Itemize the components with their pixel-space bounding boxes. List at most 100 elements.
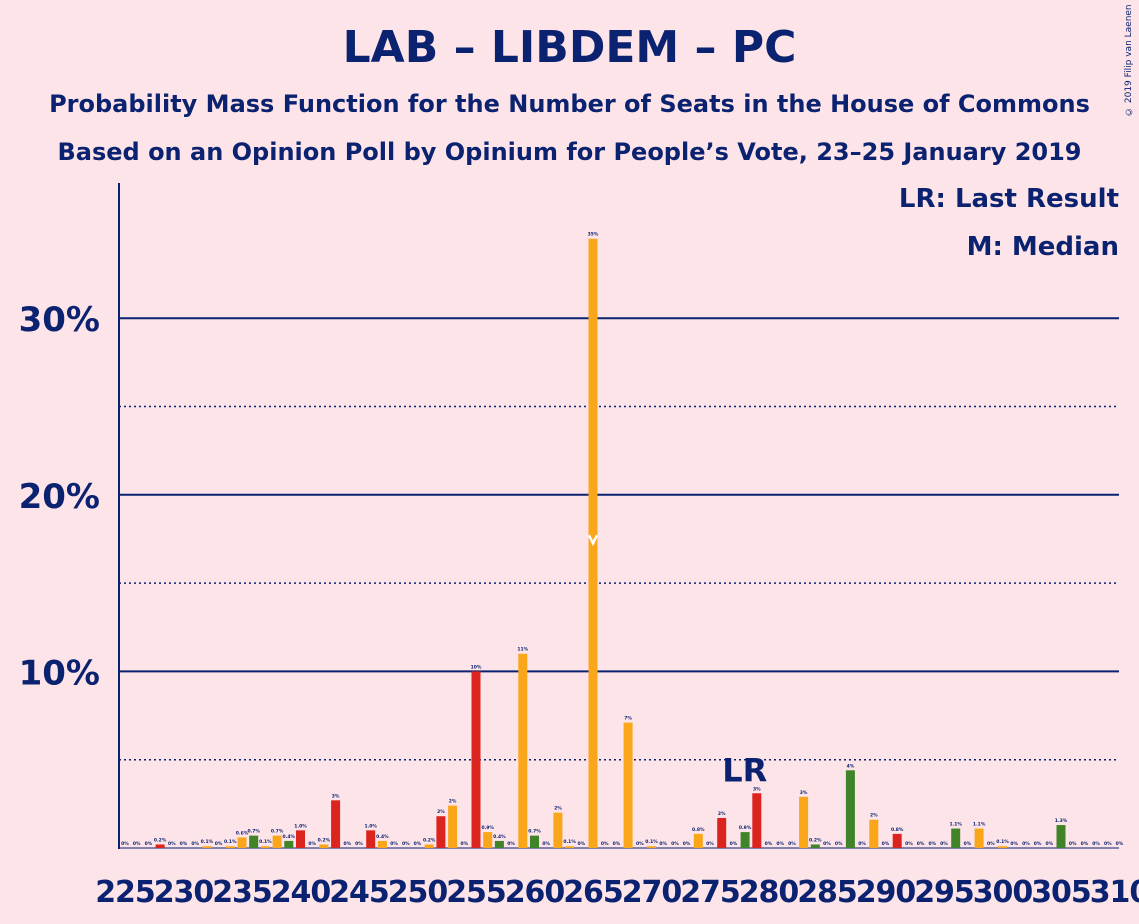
x-tick-label: 260	[505, 875, 565, 910]
bar-value-label: 0%	[390, 841, 398, 847]
bar-value-label: 0.4%	[493, 834, 506, 840]
x-tick-label: 295	[914, 875, 974, 910]
bar-value-label: 11%	[517, 647, 528, 653]
bar-value-label: 0.7%	[271, 829, 284, 835]
bar-value-label: 0%	[1104, 841, 1112, 847]
median-marker	[587, 534, 599, 547]
bar-seat-283	[799, 796, 809, 848]
bar-seat-276	[717, 817, 727, 848]
bar-seat-252	[436, 816, 446, 848]
bar-seat-251	[424, 844, 434, 848]
bar-value-label: 0%	[671, 841, 679, 847]
bar-value-label: 0%	[1034, 841, 1042, 847]
bar-value-label: 0.1%	[996, 839, 1009, 845]
bar-seat-274	[693, 833, 703, 848]
bar-value-label: 0.7%	[247, 829, 260, 835]
chart-subtitle: Probability Mass Function for the Number…	[49, 90, 1090, 118]
bar-seat-253	[448, 805, 458, 848]
bar-value-label: 0.9%	[739, 825, 752, 831]
legend-last-result: LR: Last Result	[898, 184, 1119, 214]
bar-seat-246	[366, 830, 376, 848]
bar-value-label: 2%	[718, 811, 726, 817]
bar-seat-262	[553, 812, 563, 848]
bar-value-label: 0%	[683, 841, 691, 847]
bar-seat-236	[249, 835, 259, 848]
bar-seat-234	[225, 846, 235, 848]
bar-value-label: 0.7%	[528, 829, 541, 835]
x-tick-label: 225	[95, 875, 155, 910]
bar-value-label: 3%	[753, 786, 761, 792]
bar-seat-296	[951, 828, 961, 848]
bar-seat-298	[974, 828, 984, 848]
bar-value-label: 0%	[343, 841, 351, 847]
bar-seat-287	[845, 770, 855, 848]
bar-value-label: 0%	[191, 841, 199, 847]
bar-value-label: 0%	[905, 841, 913, 847]
bar-value-label: 0%	[133, 841, 141, 847]
x-tick-label: 255	[446, 875, 506, 910]
bar-seat-243	[331, 800, 341, 848]
y-tick-label: 10%	[19, 653, 100, 693]
bar-value-label: 0%	[1116, 841, 1124, 847]
bar-seat-291	[892, 833, 902, 848]
last-result-marker: LR	[722, 751, 767, 789]
bar-value-label: 3%	[800, 790, 808, 796]
bar-value-label: 0%	[1081, 841, 1089, 847]
bar-value-label: 1.3%	[1055, 818, 1068, 824]
bar-seat-300	[998, 846, 1007, 848]
bar-value-label: 0%	[542, 841, 550, 847]
bar-seat-278	[740, 832, 750, 848]
y-tick-label: 20%	[19, 477, 100, 517]
bar-seat-305	[1056, 825, 1066, 848]
bar-value-label: 0%	[788, 841, 796, 847]
bar-seat-228	[155, 844, 165, 848]
bar-seat-260	[530, 835, 539, 848]
x-tick-label: 300	[973, 875, 1033, 910]
bar-value-label: 2%	[437, 809, 445, 815]
bar-value-label: 0%	[659, 841, 667, 847]
x-tick-label: 265	[563, 875, 623, 910]
x-tick-label: 305	[1031, 875, 1091, 910]
bar-value-label: 0.1%	[645, 839, 658, 845]
bar-value-label: 0%	[577, 841, 585, 847]
bar-value-label: 0%	[835, 841, 843, 847]
legend-median: M: Median	[966, 232, 1119, 262]
bar-value-label: 0.4%	[283, 834, 296, 840]
bar-value-label: 0%	[776, 841, 784, 847]
bar-value-label: 4%	[847, 763, 855, 769]
bar-value-label: 0.8%	[692, 827, 705, 833]
chart-title: LAB – LIBDEM – PC	[342, 22, 797, 73]
bar-value-label: 0.2%	[809, 837, 822, 843]
bar-seat-238	[272, 835, 282, 848]
bar-value-label: 0.1%	[563, 839, 576, 845]
bar-value-label: 2%	[554, 806, 562, 812]
x-tick-label: 235	[212, 875, 272, 910]
x-tick-label: 285	[797, 875, 857, 910]
bar-value-label: 0%	[964, 841, 972, 847]
bar-value-label: 0%	[917, 841, 925, 847]
bar-seat-257	[494, 840, 504, 848]
bar-seat-240	[296, 830, 305, 848]
bar-seat-268	[623, 722, 633, 848]
x-tick-label: 230	[154, 875, 214, 910]
bar-value-label: 0%	[308, 841, 316, 847]
bar-value-label: 0.8%	[891, 827, 904, 833]
x-tick-label: 240	[271, 875, 331, 910]
bar-value-label: 0.4%	[376, 834, 389, 840]
x-tick-label: 270	[622, 875, 682, 910]
bar-value-label: 7%	[624, 716, 632, 722]
bar-value-label: 0.9%	[481, 825, 494, 831]
bar-value-label: 3%	[332, 793, 340, 799]
bar-value-label: 0%	[882, 841, 890, 847]
bar-seat-259	[518, 653, 528, 848]
bar-value-label: 0%	[823, 841, 831, 847]
chart-source-line: Based on an Opinion Poll by Opinium for …	[57, 138, 1082, 166]
bar-seat-232	[202, 846, 212, 848]
bar-value-label: 0%	[601, 841, 609, 847]
bar-value-label: 0.2%	[154, 837, 167, 843]
bar-seat-242	[319, 844, 329, 848]
bar-seat-256	[483, 832, 493, 848]
bar-value-label: 0.2%	[423, 837, 436, 843]
bar-seat-284	[810, 844, 820, 848]
